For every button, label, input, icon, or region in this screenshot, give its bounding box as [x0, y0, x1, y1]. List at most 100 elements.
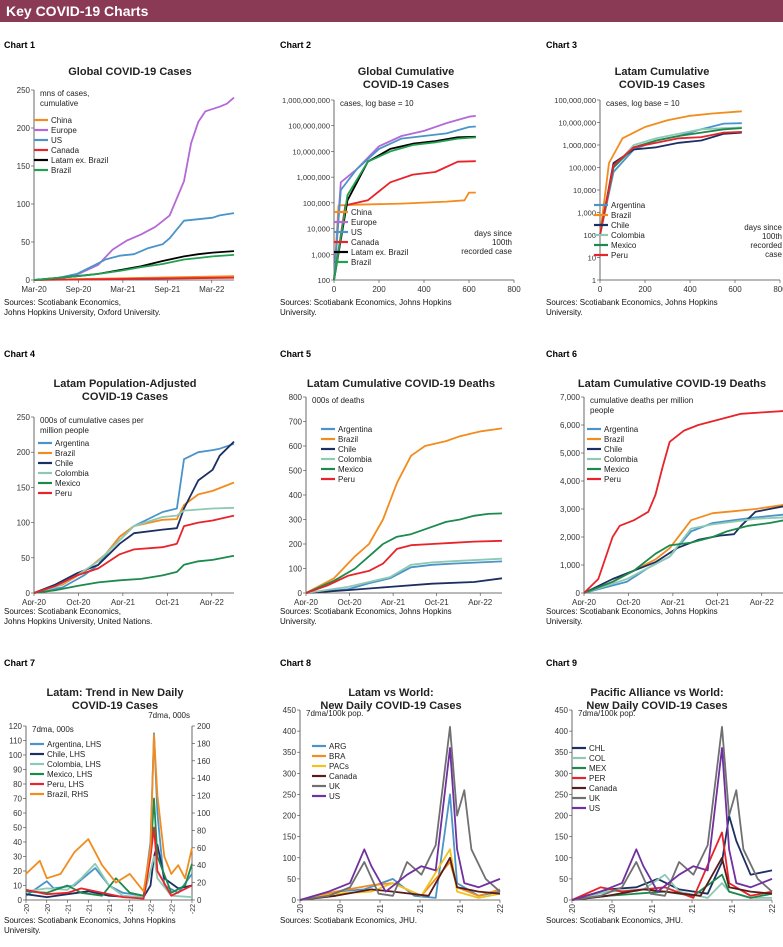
chart-svg: Latam Cumulative COVID-19 Deaths 0 1,000 2,… — [560, 378, 783, 605]
y-tick-label: 150 — [283, 833, 297, 842]
series-line-canada — [299, 856, 501, 901]
y-tick-label: 250 — [555, 790, 569, 799]
chart-svg: Latam Cumulative COVID-19 Deaths 0 100 200 3… — [289, 378, 503, 605]
series-line-peru — [33, 514, 235, 594]
y-tick-label: 400 — [283, 727, 297, 736]
series-line-colombia-lhs — [25, 855, 193, 899]
series-line-uk — [571, 726, 773, 901]
y-tick-label: 200 — [289, 540, 303, 549]
legend-label: Argentina — [604, 425, 639, 434]
y-tick-label: 5,000 — [560, 449, 581, 458]
legend-label: Mexico — [611, 241, 637, 250]
series-line-latam-ex-brazil — [333, 135, 476, 281]
x-tick-label: 600 — [462, 285, 476, 294]
legend-label: Argentina — [611, 201, 646, 210]
y2-tick-label: 100 — [197, 809, 211, 818]
x-tick-label: 800 — [773, 285, 783, 294]
y-axis-label: cases, log base = 10 — [340, 99, 414, 108]
legend-label: Colombia — [611, 231, 645, 240]
source-line: University. — [546, 308, 583, 317]
chart-svg: Latam vs World:New Daily COVID-19 Cases 0… — [283, 687, 505, 914]
y-tick-label: 400 — [289, 491, 303, 500]
chart-panel-5: Chart 5 Latam Cumulative COVID-19 Deaths 0… — [276, 349, 538, 649]
legend-label: Colombia — [338, 455, 372, 464]
y-tick-label: 0 — [564, 896, 569, 905]
legend-label: Canada — [589, 784, 618, 793]
series-line-brazil — [305, 427, 503, 594]
chart-title: Global COVID-19 Cases — [68, 66, 192, 78]
legend-label: Chile, LHS — [47, 750, 85, 759]
chart-label: Chart 2 — [280, 40, 312, 50]
y-tick-label: 6,000 — [560, 421, 581, 430]
chart-title: Latam vs World: — [348, 687, 433, 699]
x-tick-label: 200 — [372, 285, 386, 294]
x-tick-label: Oct-21 — [155, 598, 180, 605]
chart-source: Sources: Scotiabank Economics, Johns Hop… — [546, 607, 781, 627]
source-line: University. — [4, 926, 41, 935]
y-tick-label: 100 — [17, 519, 31, 528]
chart-svg: Global COVID-19 Cases 0 50 100 150 200 250 Mar-… — [17, 66, 235, 294]
legend-label: Mexico — [55, 479, 81, 488]
y-tick-label: 300 — [289, 516, 303, 525]
y2-tick-label: 200 — [197, 722, 211, 731]
x-tick-label: 600 — [728, 285, 742, 294]
series-line-china — [333, 191, 476, 281]
legend-label: Argentina — [55, 439, 90, 448]
chart-source: Sources: Scotiabank Economics, Johns Hopk… — [4, 607, 268, 627]
source-line: Johns Hopkins University, United Nations… — [4, 617, 153, 626]
x-tick-label: Apr-21 — [661, 598, 686, 605]
x-tick-label: Jul-20 — [24, 904, 31, 914]
chart-panel-4: Chart 4 Latam Population-Adjusted COVID-19… — [0, 349, 270, 649]
legend-label: Latam ex. Brazil — [351, 248, 409, 257]
y-tick-label: 100 — [9, 751, 23, 760]
axis-note: recorded — [750, 241, 782, 250]
y-tick-label: 200 — [283, 812, 297, 821]
legend-label: Brazil — [55, 449, 75, 458]
y-tick-label: 450 — [283, 706, 297, 715]
legend-label: Peru — [338, 475, 355, 484]
y-tick-label: 100,000 — [569, 164, 596, 173]
legend-label: Colombia, LHS — [47, 760, 101, 769]
series-line-europe — [33, 96, 235, 281]
chart-title: Latam Cumulative COVID-19 Deaths — [578, 378, 766, 390]
legend-label: PACs — [329, 762, 349, 771]
x-tick-label: Apr-22 — [768, 903, 777, 914]
source-line: Sources: Scotiabank Economics, Johns Hop… — [4, 916, 176, 925]
legend-label: Brazil — [351, 258, 371, 267]
series-line-chl — [571, 814, 773, 901]
chart-label: Chart 5 — [280, 349, 312, 359]
series-line-peru — [599, 131, 742, 236]
x-tick-label: Jan-22 — [149, 904, 156, 914]
legend-label: Peru — [55, 489, 72, 498]
legend-label: Mexico — [338, 465, 364, 474]
series-line-peru-lhs — [25, 826, 193, 900]
chart-source: Sources: Scotiabank Economics, Johns Hop… — [280, 607, 536, 627]
chart-label: Chart 1 — [4, 40, 36, 50]
series-line-colombia — [305, 557, 503, 594]
legend-label: PER — [589, 774, 606, 783]
legend-label: Chile — [55, 459, 74, 468]
series-line-peru — [305, 539, 503, 594]
y-tick-label: 500 — [289, 467, 303, 476]
legend-label: Canada — [329, 772, 358, 781]
x-tick-label: 200 — [638, 285, 652, 294]
y-tick-label: 100 — [555, 854, 569, 863]
legend-label: China — [351, 208, 372, 217]
x-tick-label: 0 — [598, 285, 603, 294]
y-axis-label: million people — [40, 426, 89, 435]
legend-label: Brazil — [604, 435, 624, 444]
series-line-us — [299, 747, 501, 901]
chart-panel-3: Chart 3 Latam Cumulative COVID-19 Cases 1 10… — [542, 40, 783, 340]
y-tick-label: 20 — [13, 867, 22, 876]
y-tick-label: 90 — [13, 766, 22, 775]
legend-label: Mexico, LHS — [47, 770, 92, 779]
y-tick-label: 200 — [17, 124, 31, 133]
source-line: Sources: Scotiabank Economics, JHU. — [280, 916, 417, 925]
y-tick-label: 100 — [17, 200, 31, 209]
legend-label: Peru, LHS — [47, 780, 84, 789]
chart-panel-1: Chart 1 Global COVID-19 Cases 0 50 100 150 200… — [0, 40, 270, 340]
legend-label: Brazil — [51, 166, 71, 175]
y-axis-label: people — [590, 406, 615, 415]
